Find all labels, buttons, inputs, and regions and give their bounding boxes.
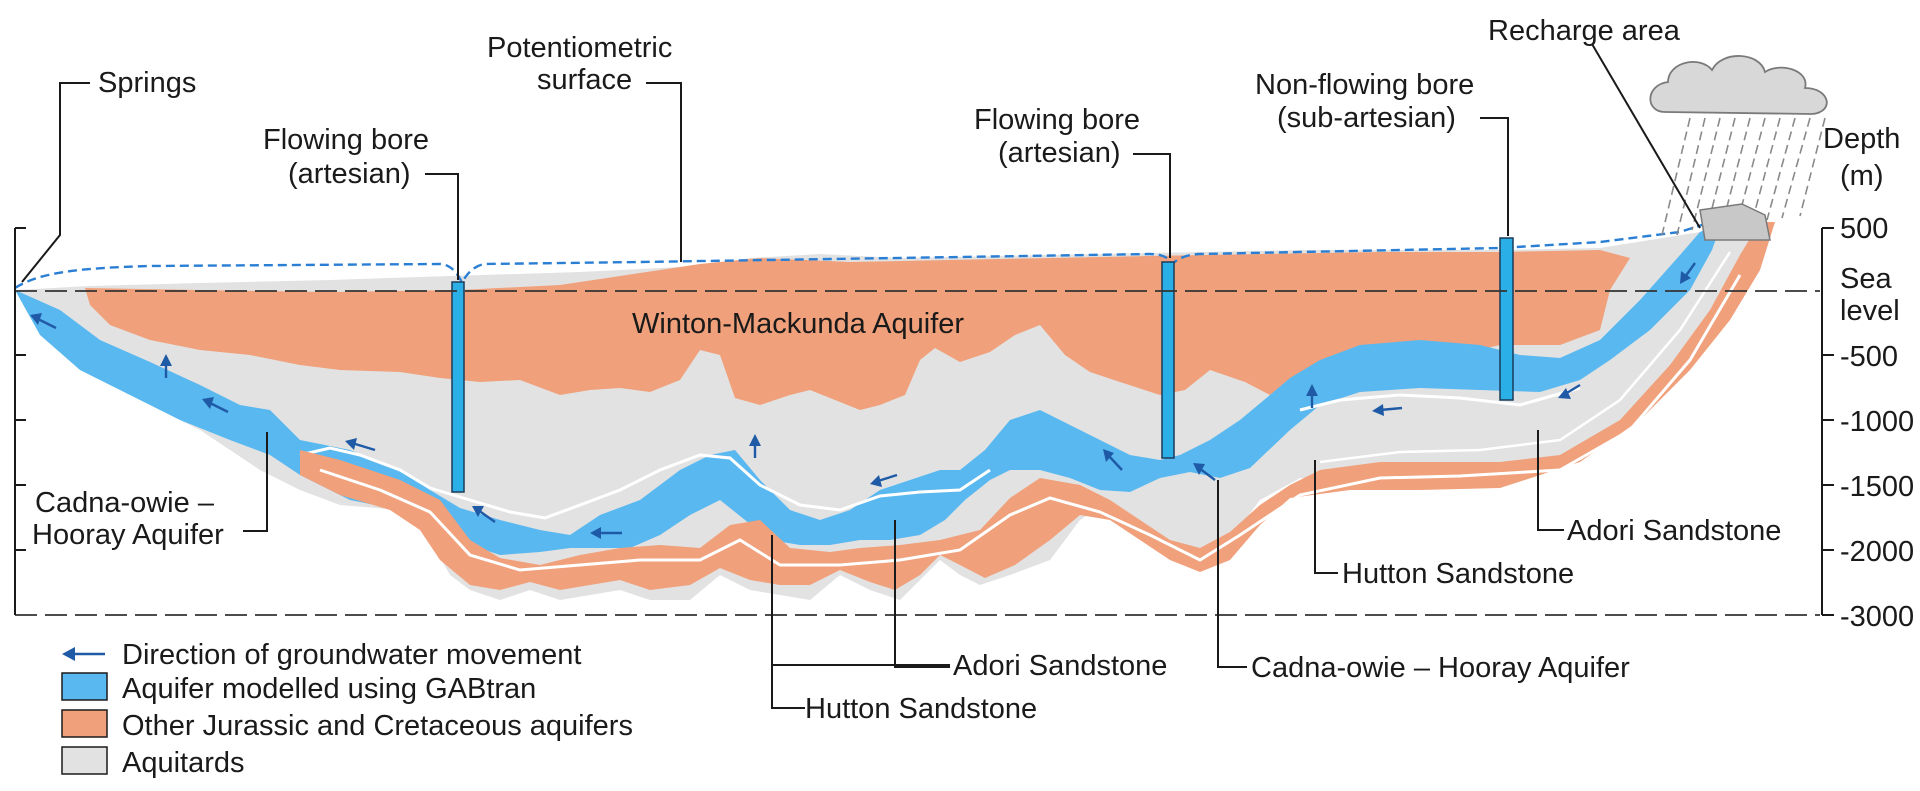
legend-label-aquitards: Aquitards bbox=[122, 747, 245, 779]
flow-arrow bbox=[1372, 404, 1403, 416]
depth-tick-label-sea: Sea bbox=[1840, 263, 1892, 295]
bore-non-flowing bbox=[1499, 237, 1514, 401]
flow-arrow bbox=[590, 527, 622, 539]
flow-arrow bbox=[472, 506, 496, 523]
label-adori-sandstone-right: Adori Sandstone bbox=[1567, 515, 1781, 547]
label-springs: Springs bbox=[98, 67, 196, 99]
gabtran-aquifer-band bbox=[15, 222, 1722, 555]
depth-tick-label-minus2000: -2000 bbox=[1840, 536, 1914, 568]
flow-arrow bbox=[1306, 384, 1318, 408]
legend-label-gabtran: Aquifer modelled using GABtran bbox=[122, 673, 536, 705]
winton-mackunda-aquifer-layer bbox=[85, 250, 1630, 410]
label-cadna-owie-middle: Cadna-owie – Hooray Aquifer bbox=[1251, 652, 1630, 684]
label-non-flowing-bore-1: Non-flowing bore bbox=[1255, 69, 1474, 101]
label-hutton-sandstone-middle: Hutton Sandstone bbox=[805, 693, 1037, 725]
depth-axis-title-line1: Depth bbox=[1823, 123, 1900, 155]
label-cadna-owie-left-2: Hooray Aquifer bbox=[32, 519, 224, 551]
flow-arrow bbox=[870, 473, 898, 487]
groundwater-arrows bbox=[30, 262, 1696, 539]
legend-label-other-aquifers: Other Jurassic and Cretaceous aquifers bbox=[122, 710, 633, 742]
depth-tick-label-minus500: -500 bbox=[1840, 341, 1898, 373]
label-hutton-sandstone-right: Hutton Sandstone bbox=[1342, 558, 1574, 590]
flow-arrow bbox=[749, 434, 761, 458]
label-flowing-bore-left-1: Flowing bore bbox=[263, 124, 429, 156]
depth-tick-label-500: 500 bbox=[1840, 213, 1888, 245]
depth-tick-label-level: level bbox=[1840, 295, 1900, 327]
label-flowing-bore-left-2: (artesian) bbox=[288, 158, 411, 190]
flow-arrow bbox=[1558, 383, 1581, 399]
flow-arrow bbox=[1193, 463, 1216, 481]
legend-swatch-gabtran bbox=[61, 672, 108, 701]
depth-axis-title-line2: (m) bbox=[1840, 160, 1883, 192]
legend-swatch-other-aquifers bbox=[61, 709, 108, 738]
flow-arrow bbox=[30, 313, 57, 330]
flow-arrow bbox=[1103, 449, 1123, 471]
label-non-flowing-bore-2: (sub-artesian) bbox=[1277, 102, 1456, 134]
label-flowing-bore-middle-2: (artesian) bbox=[998, 137, 1121, 169]
depth-axis: Depth (m) 500 Sea level -500 -1000 -1500… bbox=[1821, 123, 1914, 633]
label-flowing-bore-middle-1: Flowing bore bbox=[974, 104, 1140, 136]
label-cadna-owie-left-1: Cadna-owie – bbox=[35, 487, 215, 519]
bore-flowing-middle bbox=[1161, 261, 1175, 459]
bore-flowing-left bbox=[451, 281, 465, 493]
flow-arrow bbox=[1680, 262, 1696, 284]
rain-cloud-icon bbox=[1649, 55, 1828, 241]
legend-swatch-aquitards bbox=[61, 746, 108, 775]
legend-arrow-icon bbox=[62, 647, 105, 661]
depth-tick-label-minus1000: -1000 bbox=[1840, 406, 1914, 438]
label-potentiometric-surface-2: surface bbox=[537, 64, 632, 96]
left-frame bbox=[14, 227, 26, 615]
label-potentiometric-surface-1: Potentiometric bbox=[487, 32, 672, 64]
legend-label-groundwater: Direction of groundwater movement bbox=[122, 639, 581, 671]
label-recharge-area: Recharge area bbox=[1488, 15, 1681, 47]
leader-lines bbox=[21, 43, 1701, 709]
depth-tick-label-minus3000: -3000 bbox=[1840, 601, 1914, 633]
depth-tick-label-minus1500: -1500 bbox=[1840, 471, 1914, 503]
flow-arrow bbox=[202, 397, 229, 414]
label-winton-mackunda-aquifer: Winton-Mackunda Aquifer bbox=[632, 308, 964, 340]
legend: Direction of groundwater movement Aquife… bbox=[61, 639, 633, 779]
flow-arrow bbox=[160, 354, 172, 378]
label-adori-sandstone-middle: Adori Sandstone bbox=[953, 650, 1167, 682]
lower-jurassic-aquifer-bands bbox=[300, 222, 1775, 590]
flow-arrow bbox=[345, 438, 376, 452]
